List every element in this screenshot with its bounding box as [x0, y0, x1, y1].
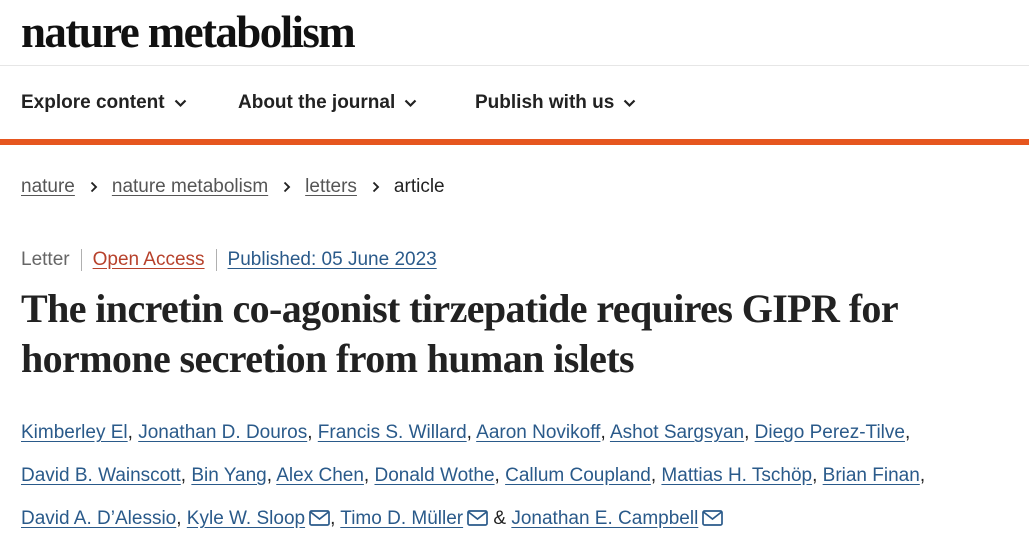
masthead: nature metabolism: [0, 0, 1029, 66]
author-link[interactable]: Jonathan D. Douros: [138, 422, 308, 443]
chevron-right-icon: [372, 181, 380, 193]
author-link[interactable]: Francis S. Willard: [317, 422, 467, 443]
author-link[interactable]: Donald Wothe: [374, 465, 495, 486]
author-link[interactable]: Aaron Novikoff: [476, 422, 601, 443]
nav-publish-with-us[interactable]: Publish with us: [475, 90, 636, 116]
breadcrumb-nature[interactable]: nature: [21, 176, 75, 197]
nav-label: Publish with us: [475, 92, 615, 113]
author-separator: ,: [919, 465, 926, 486]
breadcrumb-nature-metabolism[interactable]: nature metabolism: [111, 176, 269, 197]
author-link[interactable]: Ashot Sargsyan: [609, 422, 745, 443]
chevron-right-icon: [90, 181, 98, 193]
author-separator: ,: [904, 422, 911, 443]
breadcrumb-letters[interactable]: letters: [305, 176, 357, 197]
author-separator: ,: [307, 422, 318, 443]
chevron-down-icon: [623, 99, 636, 108]
breadcrumb: nature nature metabolism letters article: [21, 174, 445, 200]
mail-icon[interactable]: [309, 499, 330, 539]
article-title: The incretin co-agonist tirzepatide requ…: [21, 286, 898, 381]
author-link[interactable]: David A. D’Alessio: [21, 508, 177, 529]
published-date-link[interactable]: Published: 05 June 2023: [215, 249, 437, 271]
nav-about-journal[interactable]: About the journal: [238, 90, 417, 116]
author-link[interactable]: Mattias H. Tschöp: [661, 465, 813, 486]
author-link[interactable]: Brian Finan: [822, 465, 920, 486]
author-link[interactable]: Timo D. Müller: [340, 508, 464, 529]
chevron-down-icon: [174, 99, 187, 108]
author-link[interactable]: Kyle W. Sloop: [186, 508, 306, 529]
author-separator: ,: [744, 422, 755, 443]
author-link[interactable]: David B. Wainscott: [21, 465, 181, 486]
author-separator: ,: [127, 422, 139, 443]
chevron-right-icon: [283, 181, 291, 193]
author-separator: ,: [180, 465, 192, 486]
author-separator: ,: [494, 465, 506, 486]
author-link[interactable]: Diego Perez-Tilve: [754, 422, 905, 443]
author-separator: ,: [266, 465, 277, 486]
chevron-down-icon: [404, 99, 417, 108]
article-meta: Letter Open Access Published: 05 June 20…: [21, 246, 437, 274]
author-link[interactable]: Callum Coupland: [505, 465, 651, 486]
article-type: Letter: [21, 249, 70, 270]
nav-label: About the journal: [238, 92, 396, 113]
author-separator: ,: [650, 465, 662, 486]
journal-logo[interactable]: nature metabolism: [21, 7, 356, 57]
mail-icon[interactable]: [702, 499, 724, 539]
nav-explore-content[interactable]: Explore content: [21, 90, 187, 116]
author-separator: ,: [466, 422, 477, 443]
author-separator: ,: [363, 465, 375, 486]
breadcrumb-current: article: [393, 176, 445, 197]
author-separator: &: [488, 508, 512, 529]
author-separator: ,: [600, 422, 610, 443]
nav-label: Explore content: [21, 92, 165, 113]
main-nav: Explore content About the journal Publis…: [0, 66, 1029, 139]
open-access-link[interactable]: Open Access: [80, 249, 216, 271]
author-separator: ,: [812, 465, 823, 486]
author-link[interactable]: Kimberley El: [21, 422, 128, 443]
accent-divider: [0, 139, 1029, 145]
author-link[interactable]: Bin Yang: [191, 465, 267, 486]
mail-icon[interactable]: [467, 499, 488, 539]
author-separator: ,: [330, 508, 341, 529]
author-link[interactable]: Jonathan E. Campbell: [511, 508, 699, 529]
author-separator: ,: [176, 508, 187, 529]
author-link[interactable]: Alex Chen: [276, 465, 364, 486]
author-list: Kimberley El, Jonathan D. Douros, Franci…: [21, 411, 1021, 539]
